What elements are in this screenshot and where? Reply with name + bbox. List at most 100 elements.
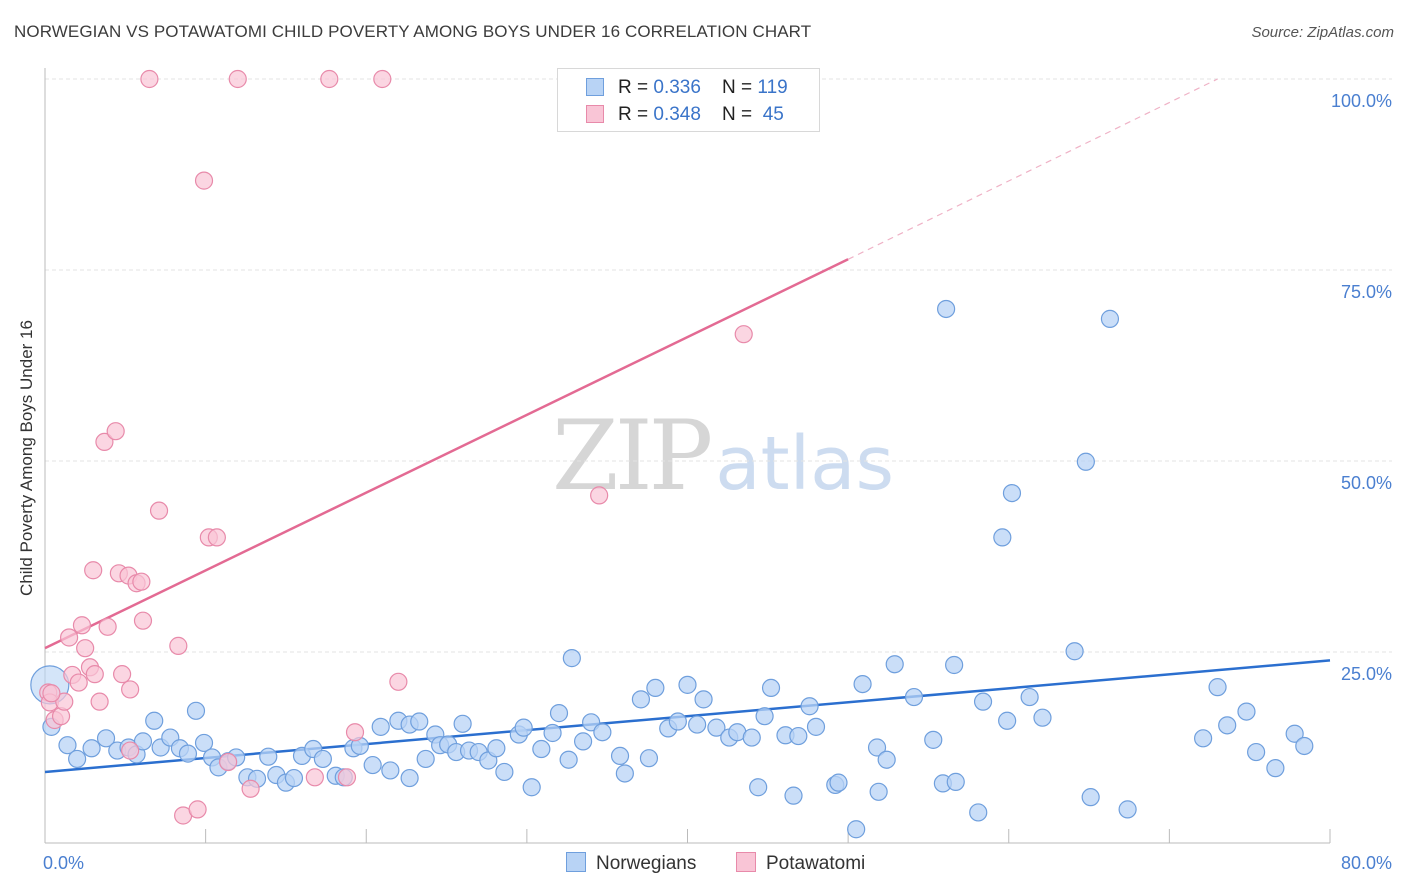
potawatomi-point — [95, 432, 114, 451]
axes — [44, 68, 1331, 844]
norwegian-point — [1295, 736, 1314, 756]
norwegian-point — [668, 712, 687, 731]
potawatomi-point — [590, 486, 609, 505]
potawatomi-trend-line — [44, 258, 849, 650]
norwegian-point — [178, 744, 198, 763]
norwegian-point — [410, 712, 429, 731]
norwegian-point — [853, 674, 872, 694]
norwegian-point — [549, 704, 569, 723]
potawatomi-point — [169, 636, 188, 655]
y-tick-label: 75.0% — [1341, 282, 1392, 302]
norwegian-point — [742, 728, 761, 747]
norwegian-point — [1100, 309, 1120, 328]
legend-n-label: N = — [722, 104, 758, 125]
norwegian-point — [945, 655, 964, 675]
norwegian-point — [1033, 708, 1052, 727]
bottom-legend-potawatomi: Potawatomi — [736, 852, 865, 875]
norwegian-point — [993, 528, 1012, 547]
y-tick-label: 100.0% — [1331, 91, 1392, 111]
norwegian-point — [1218, 716, 1237, 735]
norwegian-point — [522, 778, 541, 797]
grid-lines — [45, 78, 1392, 653]
potawatomi-point — [72, 616, 92, 635]
norwegian-point — [453, 714, 472, 733]
norwegian-point — [313, 749, 332, 769]
potawatomi-points — [39, 69, 753, 825]
potawatomi-point — [133, 611, 153, 630]
norwegian-points — [30, 299, 1314, 839]
potawatomi-point — [219, 752, 238, 772]
bottom-legend-label: Potawatomi — [766, 853, 866, 874]
norwegian-point — [371, 717, 390, 736]
norwegian-point — [495, 762, 514, 782]
potawatomi-point — [320, 69, 339, 89]
legend-r-label: R = — [618, 77, 654, 98]
norwegian-point — [646, 678, 665, 698]
potawatomi-point — [373, 69, 392, 89]
norwegian-point — [998, 711, 1017, 730]
norwegian-point — [514, 718, 533, 737]
legend-n-value: 119 — [757, 77, 788, 98]
norwegian-point — [784, 786, 803, 805]
norwegian-point — [1266, 759, 1285, 778]
norwegian-point — [1237, 702, 1256, 721]
potawatomi-point — [85, 665, 104, 684]
norwegian-point — [58, 736, 77, 755]
norwegian-point — [973, 692, 993, 711]
norwegian-point — [800, 697, 819, 716]
norwegian-point — [869, 782, 888, 801]
correlation-legend: R = 0.336 N = 119 R = 0.348 N = 45 — [557, 68, 820, 132]
norwegian-point — [1285, 724, 1304, 743]
norwegian-point — [761, 678, 781, 698]
potawatomi-point — [42, 684, 61, 703]
norwegian-point — [1020, 687, 1039, 707]
norwegian-point — [562, 649, 581, 668]
potawatomi-point — [140, 69, 159, 89]
norwegian-point — [1194, 729, 1213, 748]
potawatomi-point — [194, 171, 214, 190]
norwegian-point — [847, 820, 866, 839]
potawatomi-point — [345, 723, 365, 742]
bottom-swatch-potawatomi — [736, 852, 756, 872]
norwegian-point — [877, 750, 896, 769]
norwegian-point — [615, 764, 634, 783]
norwegian-point — [694, 690, 713, 709]
potawatomi-point — [55, 692, 74, 711]
norwegian-point — [1076, 452, 1095, 471]
legend-r-label: R = — [618, 104, 654, 125]
norwegian-point — [755, 707, 774, 726]
potawatomi-point — [389, 672, 408, 691]
potawatomi-point — [132, 572, 151, 591]
trend-lines — [44, 78, 1331, 774]
norwegian-point — [400, 768, 419, 788]
norwegian-point — [1247, 742, 1266, 762]
norwegian-point — [96, 729, 116, 748]
potawatomi-point — [112, 665, 132, 684]
norwegian-point — [381, 761, 400, 780]
legend-n-value: 45 — [762, 104, 784, 125]
legend-r-value: 0.348 — [653, 104, 701, 125]
norwegian-point — [829, 773, 848, 792]
norwegian-point — [194, 733, 214, 753]
y-tick-label: 50.0% — [1341, 473, 1392, 493]
potawatomi-point — [84, 561, 103, 580]
norwegian-point — [487, 739, 506, 758]
norwegian-point — [363, 755, 382, 775]
potawatomi-point — [207, 528, 226, 547]
norwegian-point — [1118, 800, 1137, 819]
potawatomi-point — [228, 69, 247, 89]
potawatomi-point — [98, 617, 117, 636]
potawatomi-point — [734, 325, 753, 344]
potawatomi-point — [121, 741, 140, 760]
legend-swatch-potawatomi — [586, 105, 604, 123]
potawatomi-point — [149, 501, 169, 520]
norwegian-point — [631, 690, 651, 709]
norwegian-point — [904, 687, 924, 707]
norwegian-point — [1208, 678, 1227, 697]
source-note: Source: ZipAtlas.com — [1251, 24, 1394, 41]
norwegian-point — [133, 732, 153, 751]
norwegian-point — [806, 717, 826, 736]
norwegian-point — [1002, 483, 1022, 503]
norwegian-point — [82, 739, 101, 758]
